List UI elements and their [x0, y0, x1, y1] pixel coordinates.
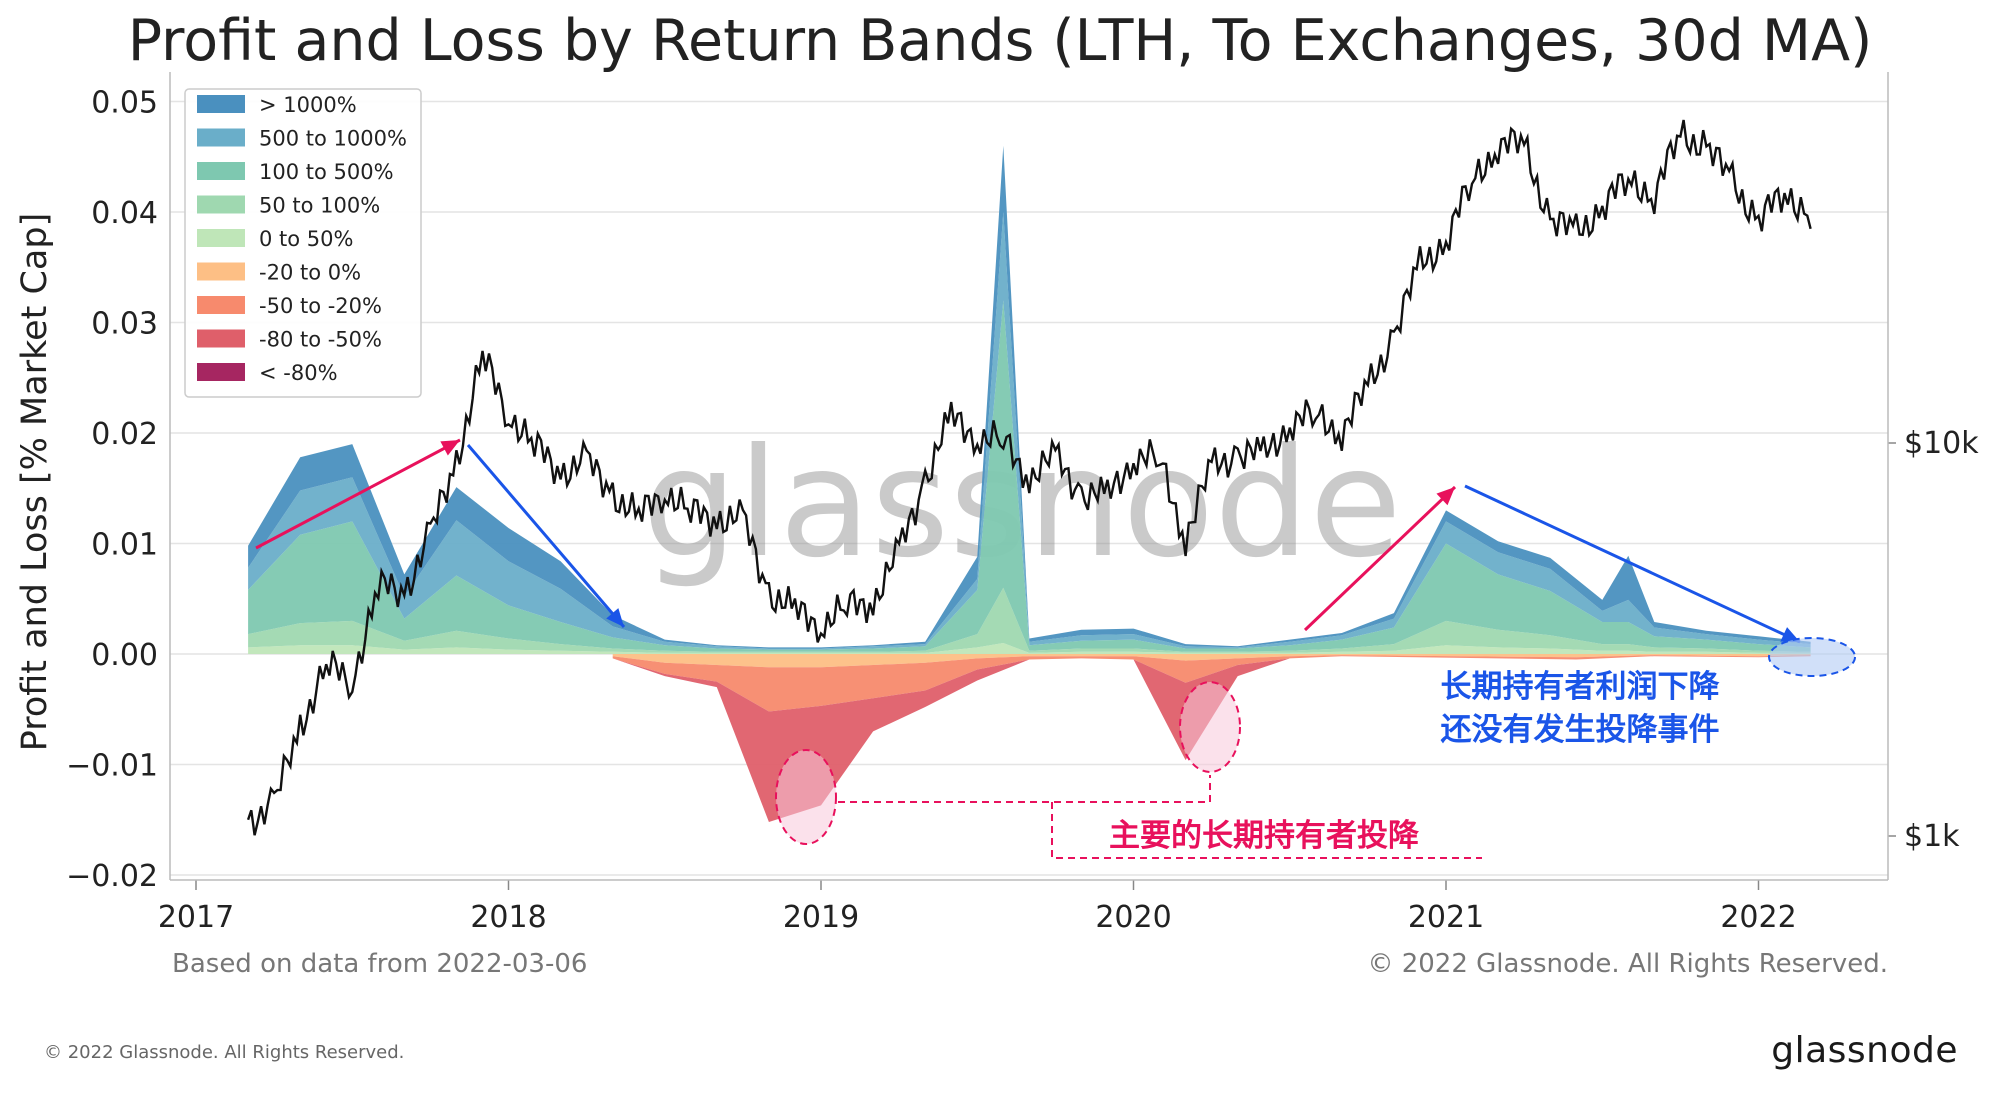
right-tick-label: $1k [1904, 819, 1960, 854]
right-tick-label: $10k [1904, 426, 1979, 461]
legend-label: -20 to 0% [259, 261, 361, 285]
legend-label: -50 to -20% [259, 294, 382, 318]
annotation-profit-decline: 长期持有者利润下降 [1441, 669, 1721, 705]
data-date-footer: Based on data from 2022-03-06 [172, 949, 587, 979]
legend-swatch [197, 195, 245, 214]
arrow-rise-2021 [1303, 485, 1457, 632]
brand-logo-text: glassnode [1771, 1030, 1958, 1071]
legend-swatch [197, 95, 245, 113]
area-band-0-to-50 [248, 643, 1811, 654]
capitulation-label: 主要的长期持有者投降 [1109, 818, 1420, 854]
area-band-20-to-0 [612, 654, 1811, 668]
page-copyright: © 2022 Glassnode. All Rights Reserved. [44, 1042, 405, 1063]
arrow-rise-2017 [255, 438, 461, 550]
y-tick-label: 0.03 [91, 307, 158, 342]
y-tick-label: 0.04 [91, 196, 158, 231]
x-tick-label: 2020 [1095, 900, 1171, 935]
area-band-500-to-1000 [248, 212, 1811, 650]
y-axis-label: Profit and Loss [% Market Cap] [15, 213, 55, 752]
legend-label: 500 to 1000% [259, 127, 407, 151]
current-highlight-2022 [1768, 637, 1856, 677]
right-axis-ticks: $10k $1k [1888, 426, 1979, 854]
legend-swatch [197, 262, 245, 281]
legend-label: > 1000% [259, 93, 357, 117]
x-tick-label: 2019 [783, 900, 859, 935]
arrow-decline-2022-head [1780, 627, 1800, 642]
legend-label: -80 to -50% [259, 328, 382, 352]
y-tick-label: 0.05 [91, 86, 158, 121]
copyright-footer: © 2022 Glassnode. All Rights Reserved. [1367, 949, 1888, 979]
arrow-decline-2018-head [606, 608, 624, 627]
capitulation-highlight-2019 [775, 749, 837, 845]
x-tick-label: 2018 [470, 900, 546, 935]
legend-label: 50 to 100% [259, 194, 380, 218]
capitulation-highlight-2020 [1179, 681, 1241, 773]
legend-swatch [197, 128, 245, 147]
x-tick-label: 2017 [158, 900, 234, 935]
x-axis-ticks: 2017 2018 2019 2020 2021 2022 [158, 880, 1797, 935]
y-tick-label: 0.01 [91, 528, 158, 563]
annotation-arrows [255, 438, 1801, 644]
y-tick-label: −0.02 [66, 859, 158, 894]
legend-swatch [197, 363, 245, 381]
chart-title: Profit and Loss by Return Bands (LTH, To… [128, 8, 1873, 74]
y-axis-ticks: 0.05 0.04 0.03 0.02 0.01 0.00 −0.01 −0.02 [66, 86, 158, 895]
x-tick-label: 2022 [1720, 900, 1796, 935]
arrow-rise-2017-head [440, 440, 460, 456]
legend-swatch [197, 296, 245, 314]
capitulation-label-bracket [1051, 802, 1482, 859]
legend-swatch [197, 229, 245, 247]
y-tick-label: −0.01 [66, 749, 158, 784]
capitulation-connector [838, 775, 1211, 803]
arrow-decline-2018 [466, 444, 626, 628]
legend-swatch [197, 162, 245, 180]
legend: > 1000% 500 to 1000% 100 to 500% 50 to 100%… [184, 88, 422, 398]
price-line [246, 119, 1812, 836]
legend-label: 100 to 500% [259, 160, 394, 184]
legend-label: 0 to 50% [259, 227, 353, 251]
area-band-50-to-100 [248, 587, 1811, 653]
y-tick-label: 0.02 [91, 417, 158, 452]
legend-swatch [197, 329, 245, 348]
x-tick-label: 2021 [1408, 900, 1484, 935]
annotation-no-capitulation: 还没有发生投降事件 [1441, 712, 1720, 748]
arrow-rise-2021-head [1436, 487, 1455, 506]
area-band-80-to-50 [612, 656, 1811, 822]
legend-label: < -80% [259, 361, 338, 385]
arrow-decline-2022 [1464, 484, 1801, 644]
area-band-50-to-20 [612, 655, 1811, 712]
stacked-areas [248, 145, 1811, 822]
y-tick-label: 0.00 [91, 638, 158, 673]
